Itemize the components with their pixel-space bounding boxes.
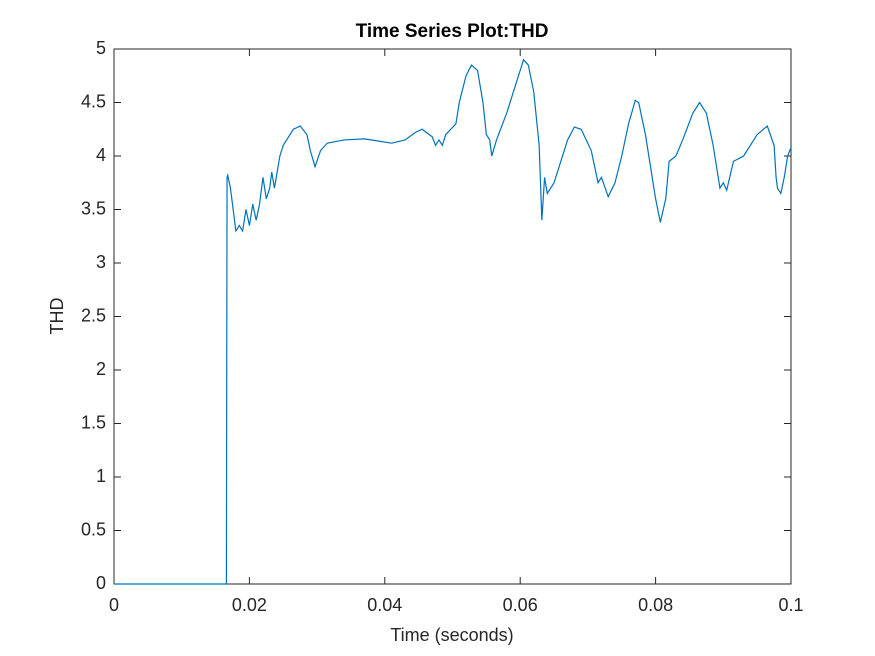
x-tick-label: 0.08	[638, 595, 673, 615]
x-tick-label: 0.04	[367, 595, 402, 615]
y-tick-label: 4.5	[81, 91, 106, 111]
y-axis-label: THD	[47, 298, 67, 335]
x-tick-label: 0.1	[778, 595, 803, 615]
chart-title: Time Series Plot:THD	[356, 21, 549, 42]
y-tick-label: 2	[96, 359, 106, 379]
y-tick-label: 4	[96, 145, 106, 165]
y-tick-label: 1.5	[81, 412, 106, 432]
x-tick-label: 0.02	[232, 595, 267, 615]
x-tick-label: 0	[109, 595, 119, 615]
y-tick-label: 1	[96, 466, 106, 486]
y-tick-label: 3	[96, 252, 106, 272]
y-tick-label: 0	[96, 573, 106, 593]
axes-box	[113, 48, 792, 585]
x-tick-label: 0.06	[503, 595, 538, 615]
y-tick-label: 5	[96, 38, 106, 58]
data-line	[114, 58, 792, 585]
y-tick-label: 0.5	[81, 519, 106, 539]
x-axis-label: Time (seconds)	[390, 625, 513, 645]
y-tick-label: 2.5	[81, 305, 106, 325]
y-tick-label: 3.5	[81, 198, 106, 218]
